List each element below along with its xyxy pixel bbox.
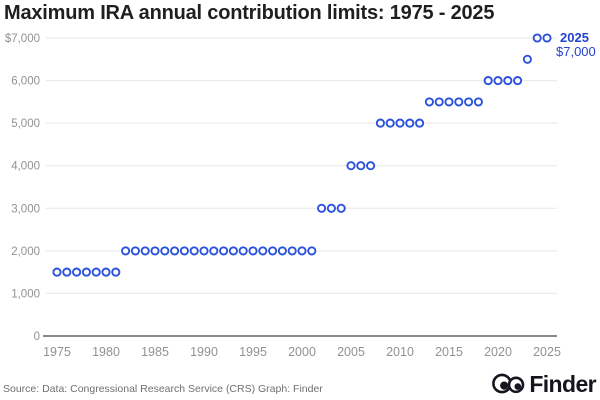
data-point <box>121 246 131 256</box>
data-point <box>277 246 287 256</box>
y-tick-label: 1,000 <box>11 288 40 300</box>
data-point <box>268 246 278 256</box>
data-point <box>464 97 474 107</box>
y-tick-label: $7,000 <box>5 33 40 45</box>
data-point <box>170 246 180 256</box>
data-point <box>130 246 140 256</box>
data-point <box>91 267 101 277</box>
data-point <box>385 118 395 128</box>
data-point <box>424 97 434 107</box>
x-tick-label: 1990 <box>190 345 218 359</box>
data-point <box>81 267 91 277</box>
x-tick-label: 1995 <box>239 345 267 359</box>
data-point <box>287 246 297 256</box>
data-point <box>444 97 454 107</box>
x-tick-label: 2005 <box>337 345 365 359</box>
data-point <box>513 76 523 86</box>
y-tick-label: 5,000 <box>11 118 40 130</box>
x-tick-label: 1975 <box>43 345 71 359</box>
y-tick-label: 0 <box>34 331 40 343</box>
data-point <box>238 246 248 256</box>
data-point <box>326 203 336 213</box>
data-point <box>395 118 405 128</box>
x-tick-label: 2020 <box>484 345 512 359</box>
data-point <box>189 246 199 256</box>
data-point <box>228 246 238 256</box>
data-point <box>522 54 532 64</box>
data-point <box>483 76 493 86</box>
annotation-value-label: $7,000 <box>556 44 596 59</box>
data-point <box>160 246 170 256</box>
data-point <box>503 76 513 86</box>
x-tick-label: 1985 <box>141 345 169 359</box>
chart-footer: Source: Data: Congressional Research Ser… <box>0 368 600 400</box>
data-point <box>307 246 317 256</box>
data-point <box>405 118 415 128</box>
data-point <box>336 203 346 213</box>
finder-eyes-icon <box>492 373 525 394</box>
x-tick-label: 1980 <box>92 345 120 359</box>
data-point <box>140 246 150 256</box>
latest-point-annotation: 2025 $7,000 <box>556 31 596 59</box>
y-tick-label: 6,000 <box>11 76 40 88</box>
data-point <box>542 33 552 43</box>
ira-scatter-chart: $7,000 6,000 5,000 4,000 3,000 2,000 1,000 0197… <box>5 33 561 359</box>
data-point <box>375 118 385 128</box>
finder-logo: Finder <box>491 371 597 398</box>
data-point <box>317 203 327 213</box>
data-point <box>454 97 464 107</box>
x-tick-label: 2015 <box>435 345 463 359</box>
data-point <box>258 246 268 256</box>
data-point <box>72 267 82 277</box>
data-point <box>434 97 444 107</box>
source-note: Source: Data: Congressional Research Ser… <box>3 383 323 395</box>
chart-title: Maximum IRA annual contribution limits: … <box>4 2 495 24</box>
finder-wordmark: Finder <box>529 371 596 397</box>
data-point <box>473 97 483 107</box>
data-point <box>179 246 189 256</box>
annotation-year-label: 2025 <box>560 30 589 45</box>
data-point <box>111 267 121 277</box>
data-point <box>493 76 503 86</box>
data-point <box>62 267 72 277</box>
data-point <box>356 161 366 171</box>
data-point <box>366 161 376 171</box>
data-point <box>532 33 542 43</box>
x-tick-label: 2010 <box>386 345 414 359</box>
y-tick-label: 2,000 <box>11 246 40 258</box>
data-point <box>150 246 160 256</box>
data-point <box>209 246 219 256</box>
data-point <box>415 118 425 128</box>
y-tick-label: 3,000 <box>11 203 40 215</box>
data-point <box>248 246 258 256</box>
data-point <box>101 267 111 277</box>
data-point <box>219 246 229 256</box>
y-tick-label: 4,000 <box>11 161 40 173</box>
data-point <box>297 246 307 256</box>
data-point <box>346 161 356 171</box>
x-tick-label: 2000 <box>288 345 316 359</box>
data-point <box>199 246 209 256</box>
x-tick-label: 2025 <box>533 345 561 359</box>
data-point <box>52 267 62 277</box>
